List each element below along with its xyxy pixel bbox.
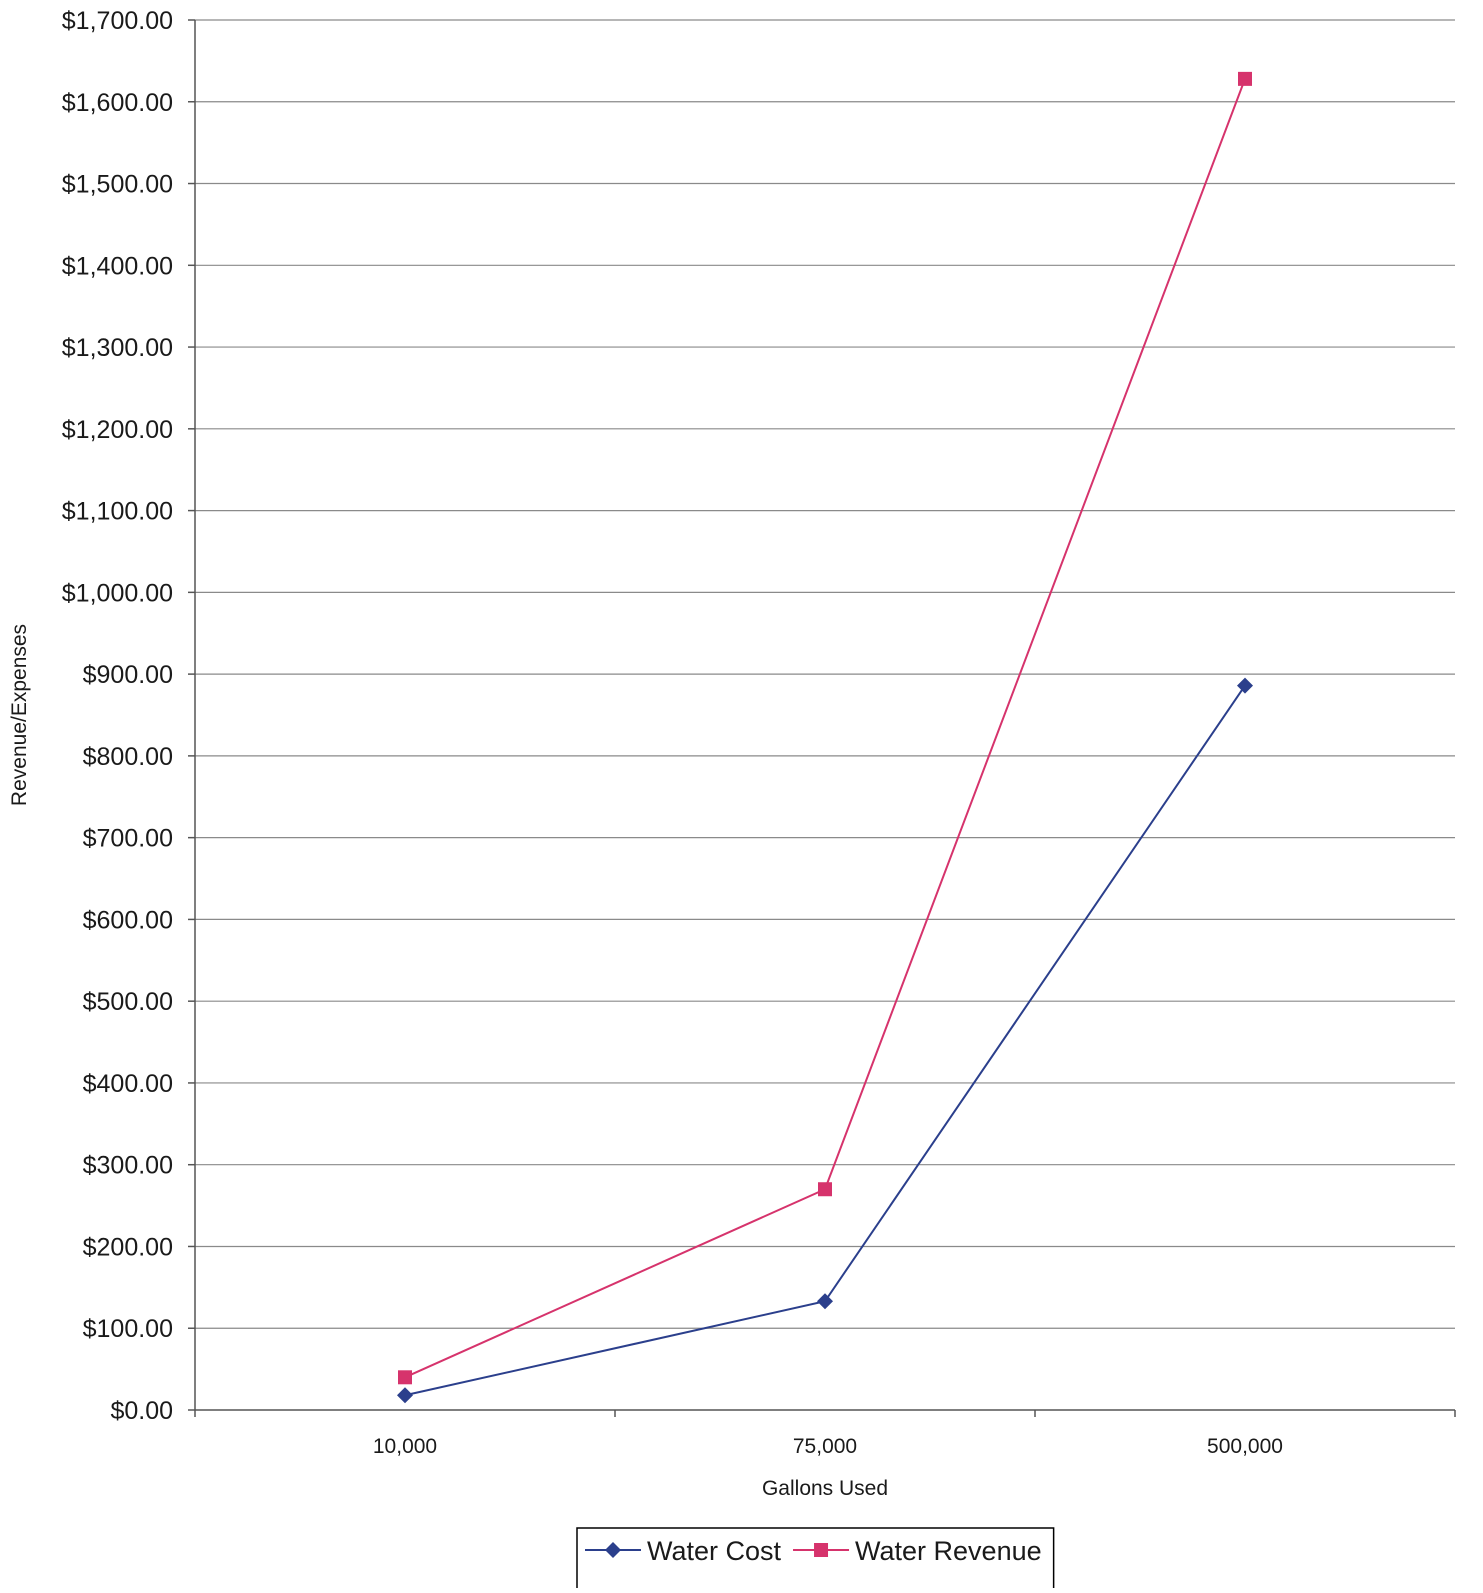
y-tick-label: $500.00 [83, 988, 173, 1016]
y-tick-label: $700.00 [83, 825, 173, 853]
y-tick-label: $400.00 [83, 1070, 173, 1098]
legend-label-water-cost: Water Cost [647, 1536, 782, 1566]
y-tick-label: $1,500.00 [62, 171, 173, 199]
x-tick-label: 500,000 [1207, 1435, 1283, 1458]
legend-label-water-revenue: Water Revenue [855, 1536, 1042, 1566]
y-tick-label: $1,000.00 [62, 579, 173, 607]
data-point-water-revenue [398, 1370, 412, 1385]
y-tick-label: $1,700.00 [62, 7, 173, 35]
legend-marker-water-cost [605, 1542, 621, 1558]
data-point-water-cost [817, 1293, 833, 1310]
y-tick-label: $1,200.00 [62, 416, 173, 444]
series-markers [397, 71, 1253, 1404]
y-axis-title: Revenue/Expenses [8, 624, 31, 806]
series-line-water-cost [404, 685, 1246, 1397]
y-tick-label: $100.00 [83, 1315, 173, 1343]
series-lines [404, 78, 1246, 1397]
y-tick-label: $1,600.00 [62, 89, 173, 117]
legend-item-water-revenue: Water Revenue [793, 1536, 1042, 1566]
x-tick-label: 75,000 [793, 1435, 857, 1458]
legend: Water Cost Water Revenue [576, 1527, 1055, 1593]
y-tick-label: $0.00 [110, 1397, 173, 1425]
data-point-water-cost [397, 1387, 413, 1404]
legend-marker-water-revenue [814, 1543, 829, 1557]
gridlines [195, 19, 1455, 1329]
legend-item-water-cost: Water Cost [585, 1536, 782, 1566]
data-point-water-revenue [818, 1182, 832, 1197]
y-tick-label: $1,100.00 [62, 498, 173, 526]
y-tick-label: $900.00 [83, 661, 173, 689]
y-tick-label: $300.00 [83, 1152, 173, 1180]
y-tick-label: $600.00 [83, 906, 173, 934]
legend-items: Water Cost Water Revenue [585, 1536, 1042, 1566]
x-axis-title: Gallons Used [762, 1477, 888, 1500]
data-point-water-revenue [1238, 71, 1252, 86]
y-tick-label: $800.00 [83, 743, 173, 771]
y-axis-tick-labels: $0.00 $100.00 $200.00 $300.00 $400.00 $500.00… [62, 7, 173, 1425]
x-tick-label: 10,000 [373, 1435, 437, 1458]
y-tick-label: $200.00 [83, 1233, 173, 1261]
y-tick-label: $1,300.00 [62, 334, 173, 362]
data-point-water-cost [1237, 677, 1253, 694]
x-axis-tick-labels: 10,000 75,000 500,000 [373, 1435, 1283, 1458]
y-tick-label: $1,400.00 [62, 252, 173, 280]
legend-box [576, 1527, 1055, 1593]
axes [188, 19, 1456, 1417]
